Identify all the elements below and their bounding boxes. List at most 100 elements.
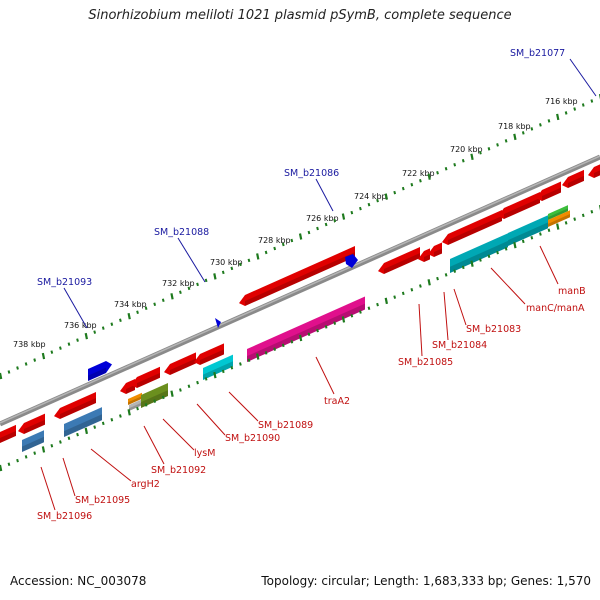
cog-feature-steel bbox=[64, 407, 102, 437]
cds-feature bbox=[164, 352, 196, 375]
gene-label-sm-b21085: SM_b21085 bbox=[398, 357, 453, 368]
map-title: Sinorhizobium meliloti 1021 plasmid pSym… bbox=[88, 8, 512, 23]
inner-leader-line bbox=[40, 466, 56, 511]
outer-leader-line bbox=[63, 287, 88, 329]
cog-feature-magenta bbox=[247, 296, 365, 362]
cds-feature bbox=[418, 248, 430, 262]
ruler-label: 728 kbp bbox=[258, 236, 291, 245]
cds-feature-shade bbox=[424, 254, 430, 262]
gene-label-sm-b21095: SM_b21095 bbox=[75, 495, 130, 506]
outer-leader-line bbox=[569, 58, 597, 97]
ruler-label: 716 kbp bbox=[545, 97, 578, 106]
inner-leader-line bbox=[443, 291, 449, 341]
cds-feature bbox=[378, 246, 420, 274]
forward-feature-blue-shade bbox=[88, 367, 106, 381]
inner-leader-line bbox=[162, 418, 195, 451]
cds-feature-shade bbox=[137, 372, 160, 388]
cog-feature-green-shade bbox=[548, 208, 568, 220]
cds-feature bbox=[0, 424, 16, 443]
gene-label-sm-b21092: SM_b21092 bbox=[151, 465, 206, 476]
forward-feature-blue bbox=[88, 360, 112, 381]
cog-feature-gray bbox=[129, 399, 142, 411]
outer-leader-line bbox=[315, 178, 334, 212]
cog-feature-orange bbox=[128, 392, 142, 405]
topology-stats-text: Topology: circular; Length: 1,683,333 bp… bbox=[261, 574, 591, 588]
backbone-line bbox=[0, 154, 600, 427]
cds-feature-shade bbox=[504, 198, 540, 219]
cds-feature-shade bbox=[170, 358, 196, 375]
ruler-label: 726 kbp bbox=[306, 214, 339, 223]
cds-feature bbox=[428, 242, 442, 257]
inner-leader-line bbox=[490, 267, 526, 305]
cog-feature-orange-shade bbox=[128, 396, 142, 405]
gene-label-argh2: argH2 bbox=[131, 479, 160, 490]
cog-feature-steel-shade bbox=[64, 414, 102, 437]
ruler-label: 718 kbp bbox=[498, 122, 531, 131]
gene-label-sm-b21088: SM_b21088 bbox=[154, 227, 209, 238]
cog-feature-steel bbox=[22, 430, 44, 452]
ruler-label: 732 kbp bbox=[162, 279, 195, 288]
cog-feature-magenta-shade bbox=[247, 303, 365, 362]
cog-feature-green bbox=[548, 205, 568, 220]
cds-feature bbox=[54, 391, 96, 419]
inner-leader-line bbox=[453, 288, 467, 326]
ruler-label: 736 kbp bbox=[64, 321, 97, 330]
forward-feature-blue bbox=[345, 254, 358, 268]
inner-leader-line bbox=[539, 245, 559, 285]
inner-leader-line bbox=[315, 356, 335, 395]
cds-feature bbox=[131, 366, 160, 388]
gene-label-sm-b21084: SM_b21084 bbox=[432, 340, 487, 351]
inner-leader-line bbox=[228, 391, 259, 422]
cog-feature-teal bbox=[508, 215, 548, 246]
cds-feature bbox=[442, 209, 502, 245]
cog-feature-gray-shade bbox=[129, 402, 142, 411]
gene-label-sm-b21086: SM_b21086 bbox=[284, 168, 339, 179]
cds-feature-shade bbox=[0, 430, 16, 443]
cds-feature bbox=[194, 343, 224, 365]
inner-leader-line bbox=[62, 457, 76, 497]
gene-label-sm-b21090: SM_b21090 bbox=[225, 433, 280, 444]
inner-gene-labels: manB manC/manA SM_b21083 SM_b21084 SM_b21085… bbox=[37, 245, 586, 522]
inner-leader-line bbox=[418, 303, 423, 357]
cds-feature-shade bbox=[594, 170, 600, 178]
ruler-label: 730 kbp bbox=[210, 258, 243, 267]
cds-feature-shade bbox=[542, 187, 561, 201]
gene-label-sm-b21077: SM_b21077 bbox=[510, 48, 565, 59]
gene-label-lysm: lysM bbox=[194, 448, 215, 459]
accession-text: Accession: NC_003078 bbox=[10, 574, 147, 588]
inner-leader-line bbox=[196, 403, 226, 436]
gene-label-traa2: traA2 bbox=[324, 396, 350, 407]
ruler-label: 738 kbp bbox=[13, 340, 46, 349]
cog-feature-orange-shade bbox=[548, 214, 570, 227]
cds-feature-shade bbox=[568, 175, 584, 188]
cds-feature-shade bbox=[448, 216, 502, 245]
cog-feature-cyan-shade bbox=[203, 361, 233, 380]
inner-leader-line bbox=[143, 425, 165, 465]
gene-label-manb: manB bbox=[558, 286, 586, 297]
ruler-label: 724 kbp bbox=[354, 192, 387, 201]
cog-feature-olive bbox=[141, 382, 168, 408]
cds-feature bbox=[536, 181, 561, 201]
cds-feature-shade bbox=[60, 398, 96, 419]
ruler-label: 720 kbp bbox=[450, 145, 483, 154]
cds-feature-shade bbox=[200, 349, 224, 365]
cds-feature-shade bbox=[24, 419, 45, 434]
inner-tick-track bbox=[0, 205, 600, 472]
cds-feature bbox=[498, 191, 540, 219]
gene-label-sm-b21083: SM_b21083 bbox=[466, 324, 521, 335]
cds-feature bbox=[239, 246, 355, 306]
cog-feature-teal-shade bbox=[450, 240, 508, 273]
gene-label-sm-b21089: SM_b21089 bbox=[258, 420, 313, 431]
gene-label-sm-b21096: SM_b21096 bbox=[37, 511, 92, 522]
cog-feature-cyan bbox=[203, 354, 233, 380]
cog-feature-steel-shade bbox=[22, 436, 44, 452]
gene-label-sm-b21093: SM_b21093 bbox=[37, 277, 92, 288]
outer-tick-track bbox=[0, 94, 600, 380]
cds-feature-shade bbox=[245, 252, 355, 306]
cog-feature-orange bbox=[548, 210, 570, 227]
gene-label-manc-mana: manC/manA bbox=[526, 303, 585, 314]
cog-feature-teal-shade bbox=[508, 222, 548, 246]
cog-feature-olive-shade bbox=[141, 390, 168, 408]
cds-feature-shade bbox=[434, 248, 442, 257]
